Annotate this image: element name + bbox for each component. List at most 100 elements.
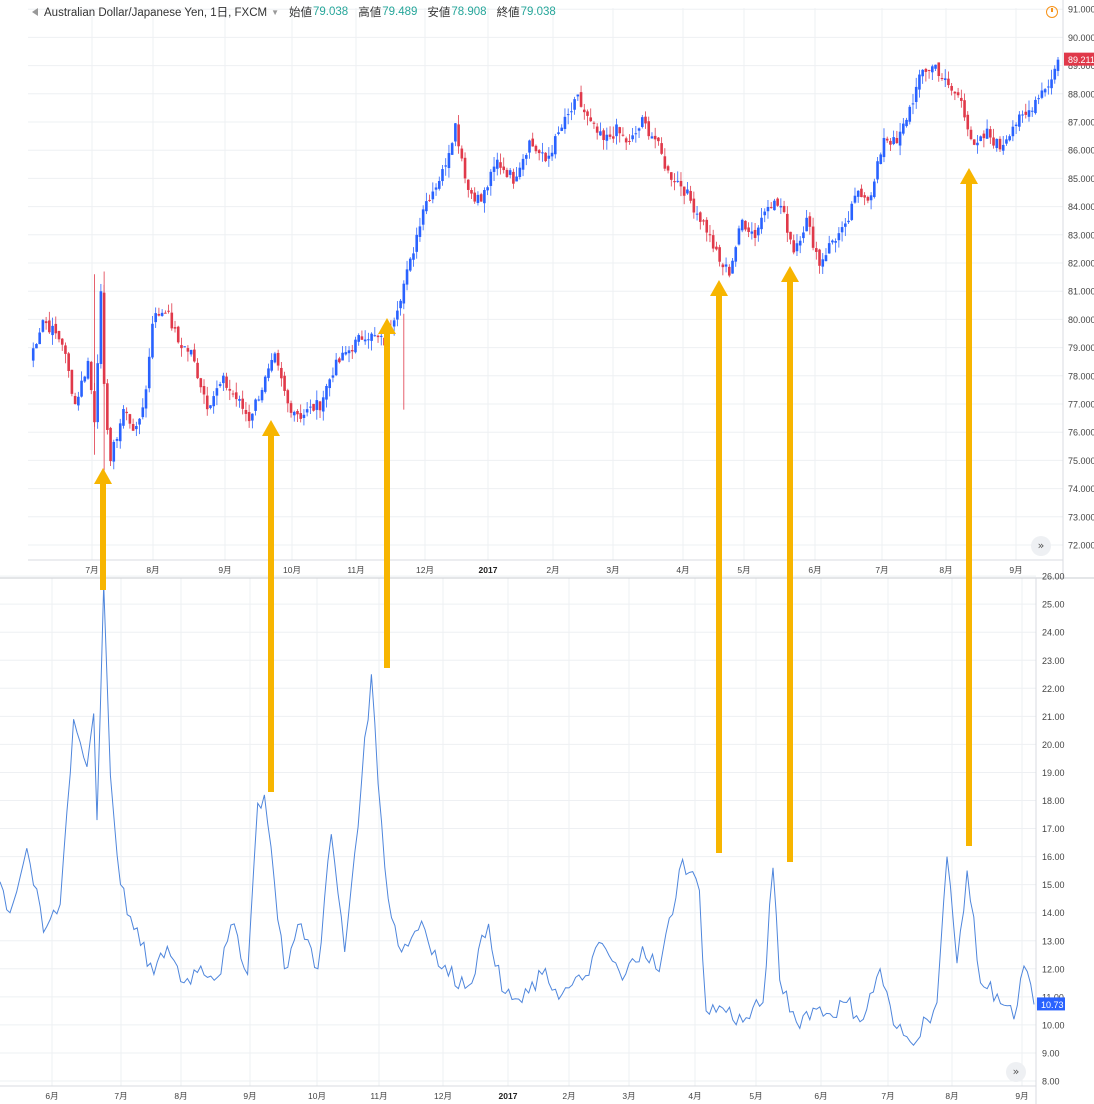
candle-body (853, 195, 857, 203)
price-x-tick-label: 9月 (218, 565, 231, 575)
vol-tick-label: 26.00 (1042, 572, 1065, 582)
candle-body (83, 376, 87, 382)
candle-body (989, 129, 992, 138)
candle-body (128, 414, 132, 424)
candle-body (618, 127, 622, 134)
candle-body (89, 361, 93, 391)
candle-body (537, 150, 541, 154)
vol-x-tick-label: 9月 (243, 1091, 256, 1101)
candle-body (747, 227, 750, 233)
price-x-tick-label: 7月 (875, 565, 888, 575)
candle-body (270, 359, 273, 371)
vol-tick-label: 20.00 (1042, 740, 1065, 750)
candle-body (557, 132, 560, 134)
candle-body (898, 131, 902, 146)
candle-body (460, 148, 464, 159)
candle-body (582, 109, 586, 113)
candle-body (782, 205, 786, 213)
price-grid (28, 8, 1063, 560)
scroll-right-button[interactable]: » (1031, 536, 1051, 556)
candle-body (70, 369, 74, 394)
candle-body (80, 380, 83, 397)
vol-tick-label: 25.00 (1042, 600, 1065, 610)
price-x-tick-label: 10月 (283, 565, 301, 575)
candle-body (844, 223, 847, 227)
clock-icon[interactable] (1046, 6, 1058, 18)
candle-body (212, 396, 215, 407)
candle-body (376, 335, 380, 338)
annotation-arrows (94, 168, 978, 862)
last-vol-label: 10.73 (1041, 1000, 1064, 1010)
candle-body (531, 138, 535, 147)
candle-body (302, 414, 306, 419)
vol-tick-label: 17.00 (1042, 824, 1065, 834)
price-x-tick-label: 2月 (546, 565, 559, 575)
candle-body (183, 346, 186, 348)
candle-body (969, 129, 973, 140)
candle-body (495, 159, 499, 169)
vol-tick-label: 18.00 (1042, 796, 1065, 806)
candle-body (740, 219, 744, 231)
candle-body (753, 229, 757, 238)
candle-body (421, 209, 425, 225)
candle-body (863, 195, 866, 198)
price-x-tick-label: 7月 (85, 565, 98, 575)
annotation-arrow-head (262, 420, 280, 436)
vol-tick-label: 9.00 (1042, 1048, 1060, 1058)
candle-body (669, 172, 673, 180)
candle-body (418, 226, 422, 237)
candle-body (122, 409, 125, 426)
candle-body (441, 169, 444, 182)
vol-x-tick-label: 5月 (749, 1091, 762, 1101)
candle-body (660, 143, 663, 154)
candle-body (363, 339, 367, 342)
candle-body (131, 424, 135, 431)
scroll-right-button-lower[interactable]: » (1006, 1062, 1026, 1082)
chevron-down-icon[interactable]: ▼ (271, 7, 280, 17)
candle-body (289, 403, 293, 413)
candle-body (824, 255, 828, 262)
candle-body (412, 253, 415, 260)
candle-body (57, 330, 61, 340)
candle-body (160, 312, 164, 316)
candle-body (682, 186, 686, 196)
candle-body (541, 152, 544, 154)
candle-body (205, 395, 209, 410)
candle-body (96, 363, 99, 423)
price-x-tick-label: 4月 (676, 565, 689, 575)
symbol-title: Australian Dollar/Japanese Yen, 1日, FXCM (44, 7, 268, 19)
candle-body (879, 154, 883, 165)
candle-body (1030, 110, 1034, 112)
candle-body (173, 327, 177, 329)
candle-body (605, 134, 609, 141)
candle-body (350, 350, 354, 352)
price-tick-label: 89.000 (1068, 61, 1094, 71)
candle-body (634, 133, 638, 135)
candle-body (805, 217, 808, 232)
candle-body (167, 310, 170, 312)
price-tick-label: 83.000 (1068, 230, 1094, 240)
price-tick-label: 82.000 (1068, 259, 1094, 269)
candle-body (299, 413, 302, 419)
candle-body (67, 353, 70, 371)
candle-body (966, 114, 970, 130)
candle-body (979, 136, 982, 142)
candle-body (698, 212, 702, 222)
vol-x-tick-label: 2017 (499, 1091, 518, 1101)
candle-body (985, 128, 989, 139)
candle-body (1043, 89, 1047, 93)
candle-body (434, 187, 438, 190)
volatility-grid (0, 575, 1036, 1086)
candle-body (914, 86, 918, 103)
candle-body (367, 339, 370, 341)
candle-body (637, 128, 641, 131)
vol-tick-label: 13.00 (1042, 936, 1065, 946)
candle-body (244, 410, 248, 414)
candle-body (972, 139, 976, 145)
candle-body (847, 220, 850, 223)
candle-body (425, 201, 428, 212)
candle-body (115, 438, 119, 441)
vol-x-tick-label: 4月 (688, 1091, 701, 1101)
candle-body (457, 124, 460, 147)
